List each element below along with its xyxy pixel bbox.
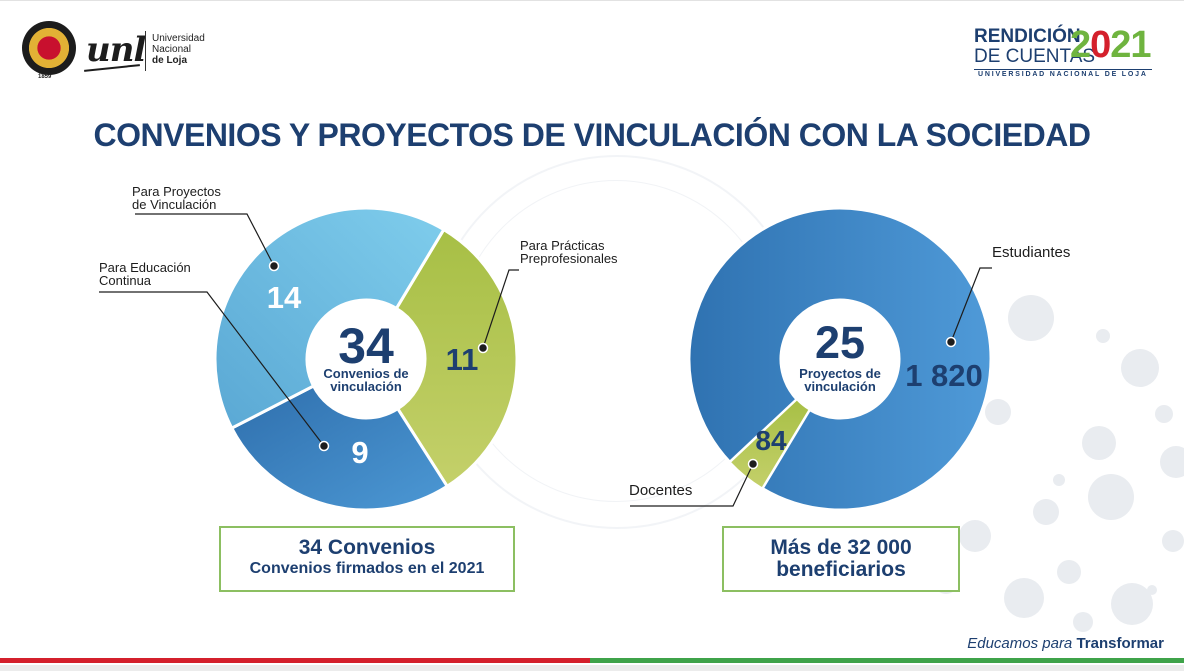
rendicion-line1: RENDICIÓN [974, 26, 1081, 47]
callout-educacion-continua: Para Educación Continua [99, 261, 191, 287]
slice-value-estudiantes: 1 820 [905, 358, 983, 393]
network-dot [1004, 578, 1044, 618]
slogan-bold: Transformar [1076, 635, 1164, 652]
top-divider [0, 0, 1184, 1]
slice-value-docentes: 84 [755, 425, 787, 456]
network-dot [1008, 295, 1054, 341]
summary-box-beneficiarios: Más de 32 000 beneficiarios [722, 526, 960, 592]
year-digit: 2 [1070, 24, 1091, 66]
network-dot [1073, 612, 1093, 632]
leader-proyectos-dot [268, 260, 280, 272]
summary-beneficiarios-line2: beneficiarios [776, 558, 906, 581]
rendicion-underline [974, 69, 1152, 70]
summary-convenios-title: 34 Convenios [298, 536, 436, 559]
network-dot [1053, 474, 1065, 486]
callout-line: Preprofesionales [520, 251, 618, 266]
leader-estudiantes [950, 267, 992, 343]
center-label: vinculación [330, 379, 402, 394]
network-dot [1121, 349, 1159, 387]
university-name-line: Nacional [152, 44, 191, 55]
callout-docentes: Docentes [629, 482, 693, 499]
slogan-prefix: Educamos para [967, 635, 1077, 652]
callout-line: Estudiantes [992, 244, 1071, 261]
callout-line: de Vinculación [132, 197, 217, 212]
slice-value-educacion: 9 [351, 435, 368, 470]
leader-proyectos [135, 213, 275, 267]
university-name-line: Universidad [152, 33, 205, 44]
leader-practicas-dot [477, 342, 489, 354]
network-dot [1147, 585, 1157, 595]
leader-estudiantes-dot [945, 336, 957, 348]
network-dot [1088, 474, 1134, 520]
footer-stripe-red [0, 658, 590, 663]
callout-line: Docentes [629, 482, 693, 499]
footer-stripe-green [590, 658, 1184, 663]
network-dot [1162, 530, 1184, 552]
university-name: Universidad Nacional de Loja [152, 33, 205, 66]
network-dot [985, 399, 1011, 425]
slice-value-practicas: 11 [446, 342, 479, 377]
center-value: 34 [338, 318, 394, 374]
pie-slice-1 [394, 227, 519, 489]
logo-separator [145, 31, 146, 71]
callout-practicas-preprofesionales: Para Prácticas Preprofesionales [520, 239, 618, 265]
callout-proyectos-vinculacion: Para Proyectos de Vinculación [132, 185, 221, 211]
unl-logo: unl [86, 30, 146, 70]
leader-docentes-dot [747, 458, 759, 470]
university-name-line: de Loja [152, 55, 188, 66]
network-dot [1057, 560, 1081, 584]
footer-slogan: Educamos para Transformar [967, 635, 1164, 652]
network-dot [1096, 329, 1110, 343]
leader-educacion-dot [318, 440, 330, 452]
callout-line: Para Educación [99, 260, 191, 275]
callout-line: Para Prácticas [520, 238, 605, 253]
rendicion-year: 2021 [1070, 24, 1152, 67]
summary-box-convenios: 34 Convenios Convenios firmados en el 20… [219, 526, 515, 592]
network-dot [1155, 405, 1173, 423]
summary-beneficiarios-line1: Más de 32 000 [770, 536, 912, 559]
seal-year: 1859 [38, 74, 52, 80]
pie-slice-estudiantes [687, 206, 993, 512]
year-digit: 21 [1110, 24, 1151, 66]
rendicion-subtitle: UNIVERSIDAD NACIONAL DE LOJA [978, 71, 1148, 78]
rendicion-line2: DE CUENTAS [974, 46, 1096, 67]
callout-estudiantes: Estudiantes [992, 244, 1071, 261]
center-value: 25 [815, 317, 865, 368]
rendicion-de-cuentas-logo: RENDICIÓN DE CUENTAS 2021 UNIVERSIDAD NA… [974, 24, 1154, 82]
network-dot [959, 520, 991, 552]
callout-line: Continua [99, 273, 152, 288]
year-digit: 0 [1090, 24, 1111, 66]
footer-stripe-grey [0, 665, 1184, 671]
pie-slice-2 [229, 383, 450, 512]
center-label: Convenios de [323, 366, 408, 381]
network-dot [1033, 499, 1059, 525]
center-label: Proyectos de [799, 366, 881, 381]
university-seal-icon [22, 21, 76, 75]
center-label: vinculación [804, 379, 876, 394]
page-title: CONVENIOS Y PROYECTOS DE VINCULACIÓN CON… [93, 117, 1091, 153]
callout-line: Para Proyectos [132, 184, 221, 199]
leader-docentes [630, 463, 754, 507]
donut-hole [308, 301, 424, 417]
network-dot [1111, 583, 1153, 625]
network-dot [1160, 446, 1184, 478]
slice-value-proyectos: 14 [267, 280, 302, 315]
leader-educacion [99, 291, 325, 447]
network-dot [1082, 426, 1116, 460]
summary-convenios-subtitle: Convenios firmados en el 2021 [249, 560, 485, 577]
donut-hole [782, 301, 898, 417]
leader-practicas [482, 269, 519, 349]
